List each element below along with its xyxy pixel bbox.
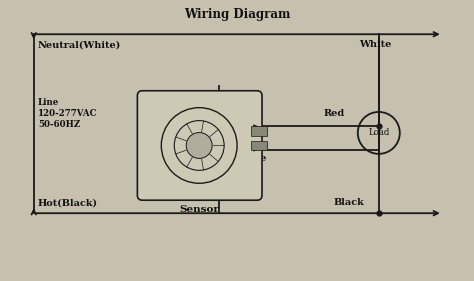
- Text: Load: Load: [368, 128, 390, 137]
- Text: Neutral(White): Neutral(White): [38, 40, 121, 49]
- Text: Wiring Diagram: Wiring Diagram: [184, 8, 290, 21]
- Text: Sensor: Sensor: [179, 205, 219, 214]
- Bar: [251, 126, 267, 135]
- FancyBboxPatch shape: [137, 91, 262, 200]
- Text: Hot(Black): Hot(Black): [38, 198, 98, 207]
- Text: Red: Red: [324, 109, 345, 118]
- Text: White: White: [359, 40, 391, 49]
- Circle shape: [186, 133, 212, 158]
- Text: Black: Black: [224, 155, 255, 164]
- Bar: [251, 140, 267, 150]
- Text: Line
120-277VAC
50-60HZ: Line 120-277VAC 50-60HZ: [38, 98, 97, 129]
- Text: White: White: [234, 155, 266, 164]
- Text: Black: Black: [334, 198, 365, 207]
